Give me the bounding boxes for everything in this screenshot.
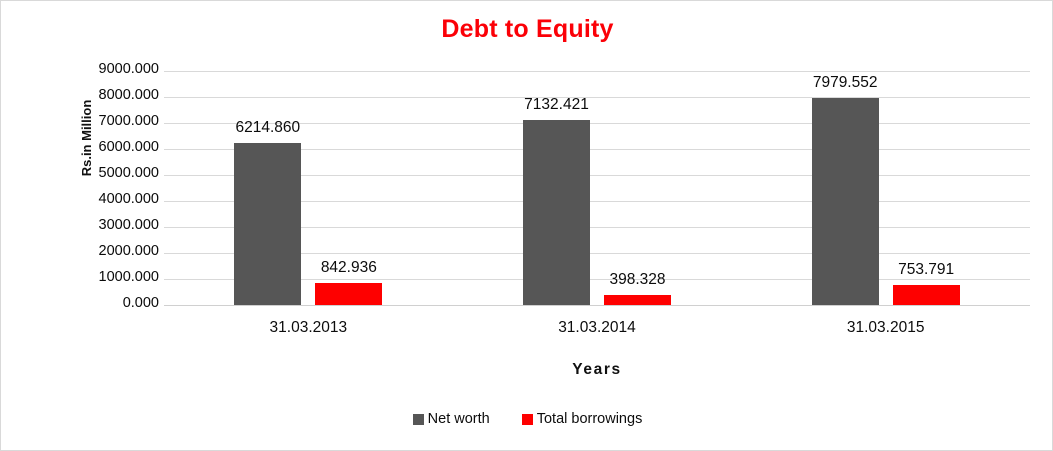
legend-swatch-icon — [521, 413, 533, 425]
y-axis-tick-label: 1000.000 — [98, 269, 159, 285]
plot-area: 6214.860 842.936 7132.421 398.328 7979.552 75… — [164, 71, 1030, 305]
legend-item-total-borrowings[interactable]: Total borrowings — [521, 411, 643, 427]
y-axis-tick-label: 4000.000 — [98, 191, 159, 207]
x-axis-category-label: 31.03.2014 — [558, 319, 636, 336]
x-axis-category-label: 31.03.2013 — [269, 319, 348, 336]
gridline — [164, 97, 1030, 98]
gridline — [164, 227, 1030, 228]
legend-label: Net worth — [427, 411, 490, 427]
bar-net-worth-31.03.2013[interactable] — [234, 143, 302, 305]
bar-value-label: 7979.552 — [812, 74, 878, 91]
gridline — [164, 175, 1030, 176]
legend-label: Total borrowings — [536, 411, 643, 427]
gridline — [164, 149, 1030, 150]
chart-title: Debt to Equity — [441, 15, 614, 43]
y-axis-tick-label: 7000.000 — [98, 113, 159, 129]
gridline — [164, 279, 1030, 280]
bar-total-borrowings-31.03.2015[interactable] — [892, 285, 960, 305]
gridline — [164, 123, 1030, 124]
y-axis-tick-label: 2000.000 — [98, 243, 159, 259]
bar-net-worth-31.03.2014[interactable] — [523, 120, 590, 305]
bar-total-borrowings-31.03.2014[interactable] — [604, 295, 671, 305]
gridline — [164, 201, 1030, 202]
x-axis-category-label: 31.03.2015 — [846, 319, 925, 336]
y-axis-tick-label: 3000.000 — [98, 217, 159, 233]
x-axis-line — [164, 305, 1030, 306]
bar-value-label: 753.791 — [898, 261, 955, 278]
y-axis-tick-label: 8000.000 — [98, 87, 159, 103]
legend-item-net-worth[interactable]: Net worth — [412, 411, 490, 427]
y-axis-tick-label: 6000.000 — [98, 139, 159, 155]
x-axis-category-labels: 31.03.2013 31.03.2014 31.03.2015 — [164, 319, 1030, 343]
bar-value-label: 842.936 — [320, 259, 377, 276]
y-axis-tick-labels: 9000.000 8000.000 7000.000 6000.000 5000.000… — [56, 61, 159, 311]
legend-swatch-icon — [412, 413, 424, 425]
bar-value-label: 7132.421 — [524, 96, 589, 113]
chart-legend: Net worth Total borrowings — [1, 411, 1052, 427]
y-axis-tick-label: 9000.000 — [98, 61, 159, 77]
bar-value-label: 6214.860 — [235, 119, 301, 136]
gridline — [164, 253, 1030, 254]
bar-value-label: 398.328 — [609, 271, 666, 288]
y-axis-tick-label: 5000.000 — [98, 165, 159, 181]
y-axis-tick-label: 0.000 — [122, 295, 159, 311]
bar-net-worth-31.03.2015[interactable] — [811, 98, 879, 305]
x-axis-title: Years — [572, 361, 622, 378]
gridline — [164, 71, 1030, 72]
bar-total-borrowings-31.03.2013[interactable] — [315, 283, 383, 305]
